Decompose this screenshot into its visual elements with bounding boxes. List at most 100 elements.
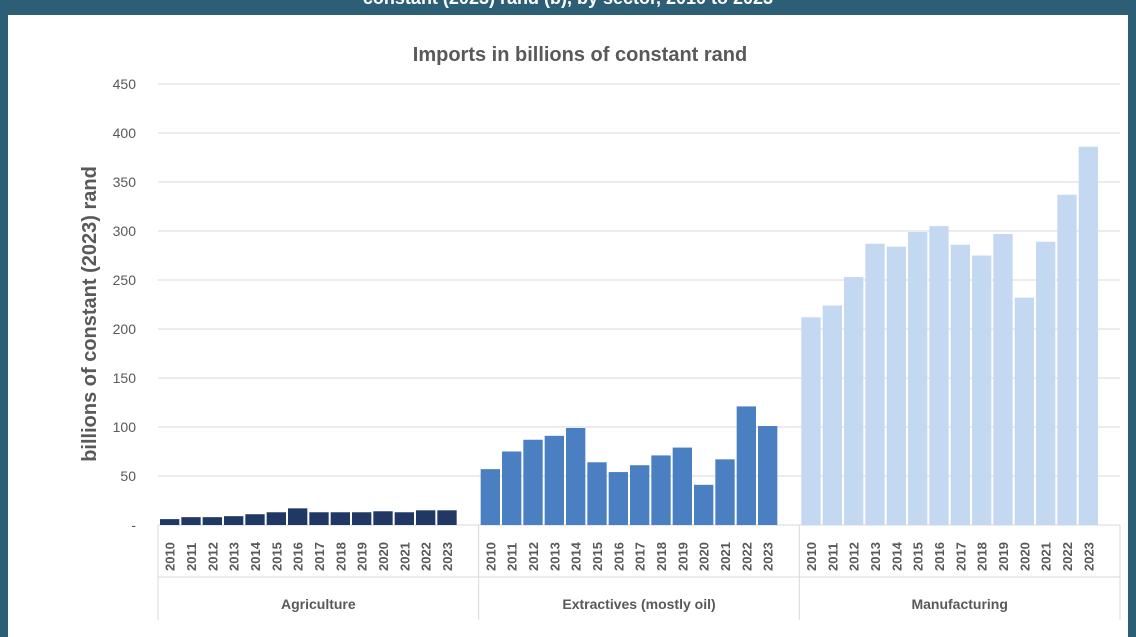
chart-title: Imports in billions of constant rand <box>413 44 747 66</box>
x-tick-label: 2011 <box>505 543 520 571</box>
bar <box>630 465 650 525</box>
bar <box>288 508 308 525</box>
x-tick-label: 2012 <box>526 542 541 571</box>
x-tick-label: 2013 <box>868 542 883 571</box>
bar <box>245 514 265 525</box>
bar <box>822 305 842 525</box>
x-tick-label: 2012 <box>847 542 862 571</box>
x-tick-label: 2023 <box>1081 542 1096 571</box>
x-tick-label: 2019 <box>675 542 690 571</box>
group-label: Agriculture <box>281 596 356 612</box>
group-labels: Agriculture Extractives (mostly oil) Manuf… <box>157 525 1121 620</box>
x-tick-label: 2022 <box>419 542 434 571</box>
bar <box>1057 194 1077 526</box>
y-tick-label: 150 <box>113 370 137 386</box>
bar <box>651 455 671 525</box>
x-tick-label: 2012 <box>205 542 220 571</box>
y-tick-label: 100 <box>113 419 137 435</box>
x-tick-label: 2015 <box>269 542 284 571</box>
x-tick-label: 2011 <box>184 543 199 571</box>
y-tick-label: 250 <box>113 272 137 288</box>
bar <box>1036 241 1056 525</box>
bar <box>502 451 522 525</box>
chart-panel: Imports in billions of constant rand bil… <box>8 15 1128 637</box>
x-tick-label: 2017 <box>312 542 327 571</box>
y-tick-label: 50 <box>120 468 136 484</box>
bar <box>566 427 586 525</box>
y-axis-label: billions of constant (2023) rand <box>79 166 101 462</box>
x-tick-label: 2020 <box>1017 542 1032 571</box>
bar <box>1078 146 1098 525</box>
x-tick-label: 2016 <box>291 542 306 571</box>
bar <box>480 469 500 525</box>
x-tick-label: 2018 <box>975 542 990 571</box>
bar <box>394 512 414 525</box>
x-tick-label: 2015 <box>590 542 605 571</box>
x-tick-label: 2019 <box>996 542 1011 571</box>
group-label: Extractives (mostly oil) <box>562 596 715 612</box>
x-tick-label: 2010 <box>804 542 819 571</box>
x-tick-label: 2017 <box>953 542 968 571</box>
bar <box>523 439 543 525</box>
y-tick-label: 200 <box>113 321 137 337</box>
bar <box>416 510 436 525</box>
bar <box>715 459 735 525</box>
bar <box>160 519 180 525</box>
bar <box>844 277 864 525</box>
bar <box>1014 297 1034 525</box>
bar <box>608 472 628 525</box>
x-tick-label: 2018 <box>333 542 348 571</box>
x-tick-label: 2022 <box>739 542 754 571</box>
bar <box>672 447 692 525</box>
x-tick-label: 2014 <box>569 541 584 571</box>
bar <box>865 243 885 526</box>
x-tick-label: 2013 <box>227 542 242 571</box>
bar <box>224 516 244 525</box>
x-tick-label: 2021 <box>397 542 412 571</box>
bar <box>202 517 222 525</box>
x-tick-label: 2020 <box>697 542 712 571</box>
x-tick-label: 2021 <box>1039 542 1054 571</box>
bar-chart: Imports in billions of constant rand bil… <box>79 44 1121 620</box>
bar <box>181 517 201 525</box>
bar <box>736 406 756 525</box>
bar <box>972 255 992 525</box>
y-tick-label: 300 <box>113 223 137 239</box>
bar <box>758 426 778 525</box>
x-tick-label: 2023 <box>440 542 455 571</box>
x-tick-label: 2022 <box>1060 542 1075 571</box>
x-tick-label: 2017 <box>633 542 648 571</box>
bar <box>309 512 329 525</box>
x-tick-label: 2014 <box>889 541 904 571</box>
x-tick-label: 2015 <box>911 542 926 571</box>
y-tick-label: - <box>131 517 136 533</box>
x-tick-labels: 2010 2011 2012 2013 2014 2015 2016 2017 2018 2019… <box>163 541 1097 571</box>
x-tick-label: 2016 <box>932 542 947 571</box>
x-tick-label: 2010 <box>483 542 498 571</box>
y-tick-label: 450 <box>113 76 137 92</box>
bar <box>950 244 970 525</box>
x-tick-label: 2020 <box>376 542 391 571</box>
bar <box>587 462 607 525</box>
bar <box>266 512 286 525</box>
y-tick-label: 350 <box>113 174 137 190</box>
bar <box>352 512 372 525</box>
bar <box>544 435 564 525</box>
bar <box>330 512 350 525</box>
y-tick-label: 400 <box>113 125 137 141</box>
x-tick-label: 2016 <box>611 542 626 571</box>
cut-off-title: constant (2023) rand (b), by sector, 201… <box>0 0 1136 8</box>
x-tick-label: 2019 <box>355 542 370 571</box>
x-tick-label: 2014 <box>248 541 263 571</box>
bars <box>160 146 1098 526</box>
y-tick-labels: - 50 100 150 200 250 300 350 400 450 <box>113 76 137 533</box>
x-tick-label: 2010 <box>163 542 178 571</box>
bar <box>886 246 906 525</box>
x-tick-label: 2018 <box>654 542 669 571</box>
bar <box>993 233 1013 525</box>
x-tick-label: 2011 <box>825 543 840 571</box>
bar <box>694 484 714 525</box>
bar <box>373 511 393 525</box>
x-tick-label: 2023 <box>761 542 776 571</box>
bar <box>437 510 457 525</box>
